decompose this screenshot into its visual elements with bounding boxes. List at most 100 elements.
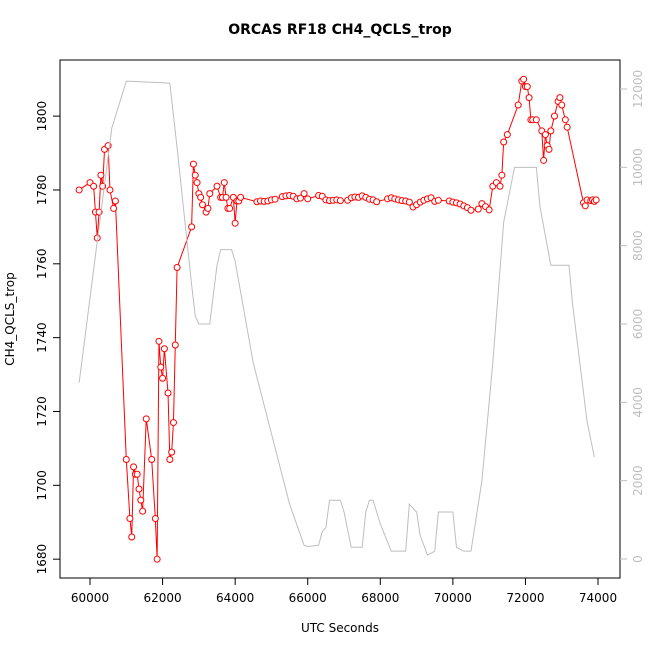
- y2-tick-label: 10000: [631, 148, 645, 186]
- point: [563, 123, 571, 131]
- point: [193, 179, 201, 187]
- series-line: [78, 80, 595, 556]
- point: [90, 182, 98, 190]
- point: [169, 419, 177, 427]
- point: [498, 171, 506, 179]
- x-tick-label: 60000: [71, 591, 109, 605]
- point: [189, 160, 197, 168]
- point: [237, 193, 245, 201]
- point: [485, 206, 493, 214]
- point: [75, 186, 83, 194]
- point: [126, 515, 134, 523]
- point: [139, 507, 147, 515]
- point: [110, 204, 118, 212]
- point: [296, 194, 304, 202]
- point: [157, 363, 165, 371]
- y-tick-label: 1800: [35, 101, 49, 132]
- plot-box: [59, 59, 621, 579]
- point: [204, 204, 212, 212]
- point: [523, 83, 531, 91]
- y2-tick-label: 2000: [631, 465, 645, 496]
- point: [405, 198, 413, 206]
- point: [496, 182, 504, 190]
- x-tick-label: 66000: [289, 591, 327, 605]
- point: [540, 156, 548, 164]
- point: [191, 171, 199, 179]
- point: [133, 470, 141, 478]
- point: [226, 204, 234, 212]
- point: [532, 116, 540, 124]
- y2-tick-label: 4000: [631, 387, 645, 418]
- y-tick-label: 1740: [35, 322, 49, 353]
- y-tick-label: 1680: [35, 544, 49, 575]
- x-tick-label: 68000: [361, 591, 399, 605]
- point: [222, 193, 230, 201]
- point: [188, 223, 196, 231]
- y-tick-label: 1700: [35, 470, 49, 501]
- point: [159, 374, 167, 382]
- point: [592, 196, 600, 204]
- point: [467, 206, 475, 214]
- point: [558, 101, 566, 109]
- point: [336, 197, 344, 205]
- point: [197, 193, 205, 201]
- point: [198, 201, 206, 209]
- point: [173, 263, 181, 271]
- y-axis-label: CH4_QCLS_trop: [3, 272, 17, 366]
- x-tick-label: 70000: [434, 591, 472, 605]
- y2-tick-label: 6000: [631, 309, 645, 340]
- point: [541, 131, 549, 139]
- point: [500, 138, 508, 146]
- y-tick-label: 1760: [35, 249, 49, 280]
- point: [561, 116, 569, 124]
- point: [128, 533, 136, 541]
- point: [166, 455, 174, 463]
- point: [97, 171, 105, 179]
- point: [160, 345, 168, 353]
- point: [171, 341, 179, 349]
- point: [231, 219, 239, 227]
- point: [130, 463, 138, 471]
- point: [206, 190, 214, 198]
- y2-tick-label: 8000: [631, 230, 645, 261]
- x-tick-label: 64000: [216, 591, 254, 605]
- point: [168, 448, 176, 456]
- x-tick-label: 62000: [143, 591, 181, 605]
- point: [503, 131, 511, 139]
- point: [373, 198, 381, 206]
- point: [220, 179, 228, 187]
- point: [525, 94, 533, 102]
- point: [550, 112, 558, 120]
- point: [271, 195, 279, 203]
- point: [474, 205, 482, 213]
- x-tick-label: 74000: [579, 591, 617, 605]
- y-tick-label: 1780: [35, 175, 49, 206]
- y2-tick-label: 12000: [631, 70, 645, 108]
- point: [164, 389, 172, 397]
- point: [137, 496, 145, 504]
- point: [122, 455, 130, 463]
- chart-title: ORCAS RF18 CH4_QCLS_trop: [228, 22, 452, 38]
- y2-tick-label: 0: [631, 555, 645, 563]
- point: [514, 101, 522, 109]
- x-tick-label: 72000: [506, 591, 544, 605]
- point: [304, 195, 312, 203]
- point: [151, 515, 159, 523]
- x-axis-label: UTC Seconds: [301, 621, 379, 635]
- point: [106, 186, 114, 194]
- point: [153, 555, 161, 563]
- point: [142, 415, 150, 423]
- point: [135, 485, 143, 493]
- point: [300, 190, 308, 198]
- point: [520, 75, 528, 83]
- point: [556, 94, 564, 102]
- point: [111, 197, 119, 205]
- y-tick-label: 1720: [35, 396, 49, 427]
- point: [581, 202, 589, 210]
- point: [547, 127, 555, 135]
- point: [213, 182, 221, 190]
- point: [434, 196, 442, 204]
- point: [148, 455, 156, 463]
